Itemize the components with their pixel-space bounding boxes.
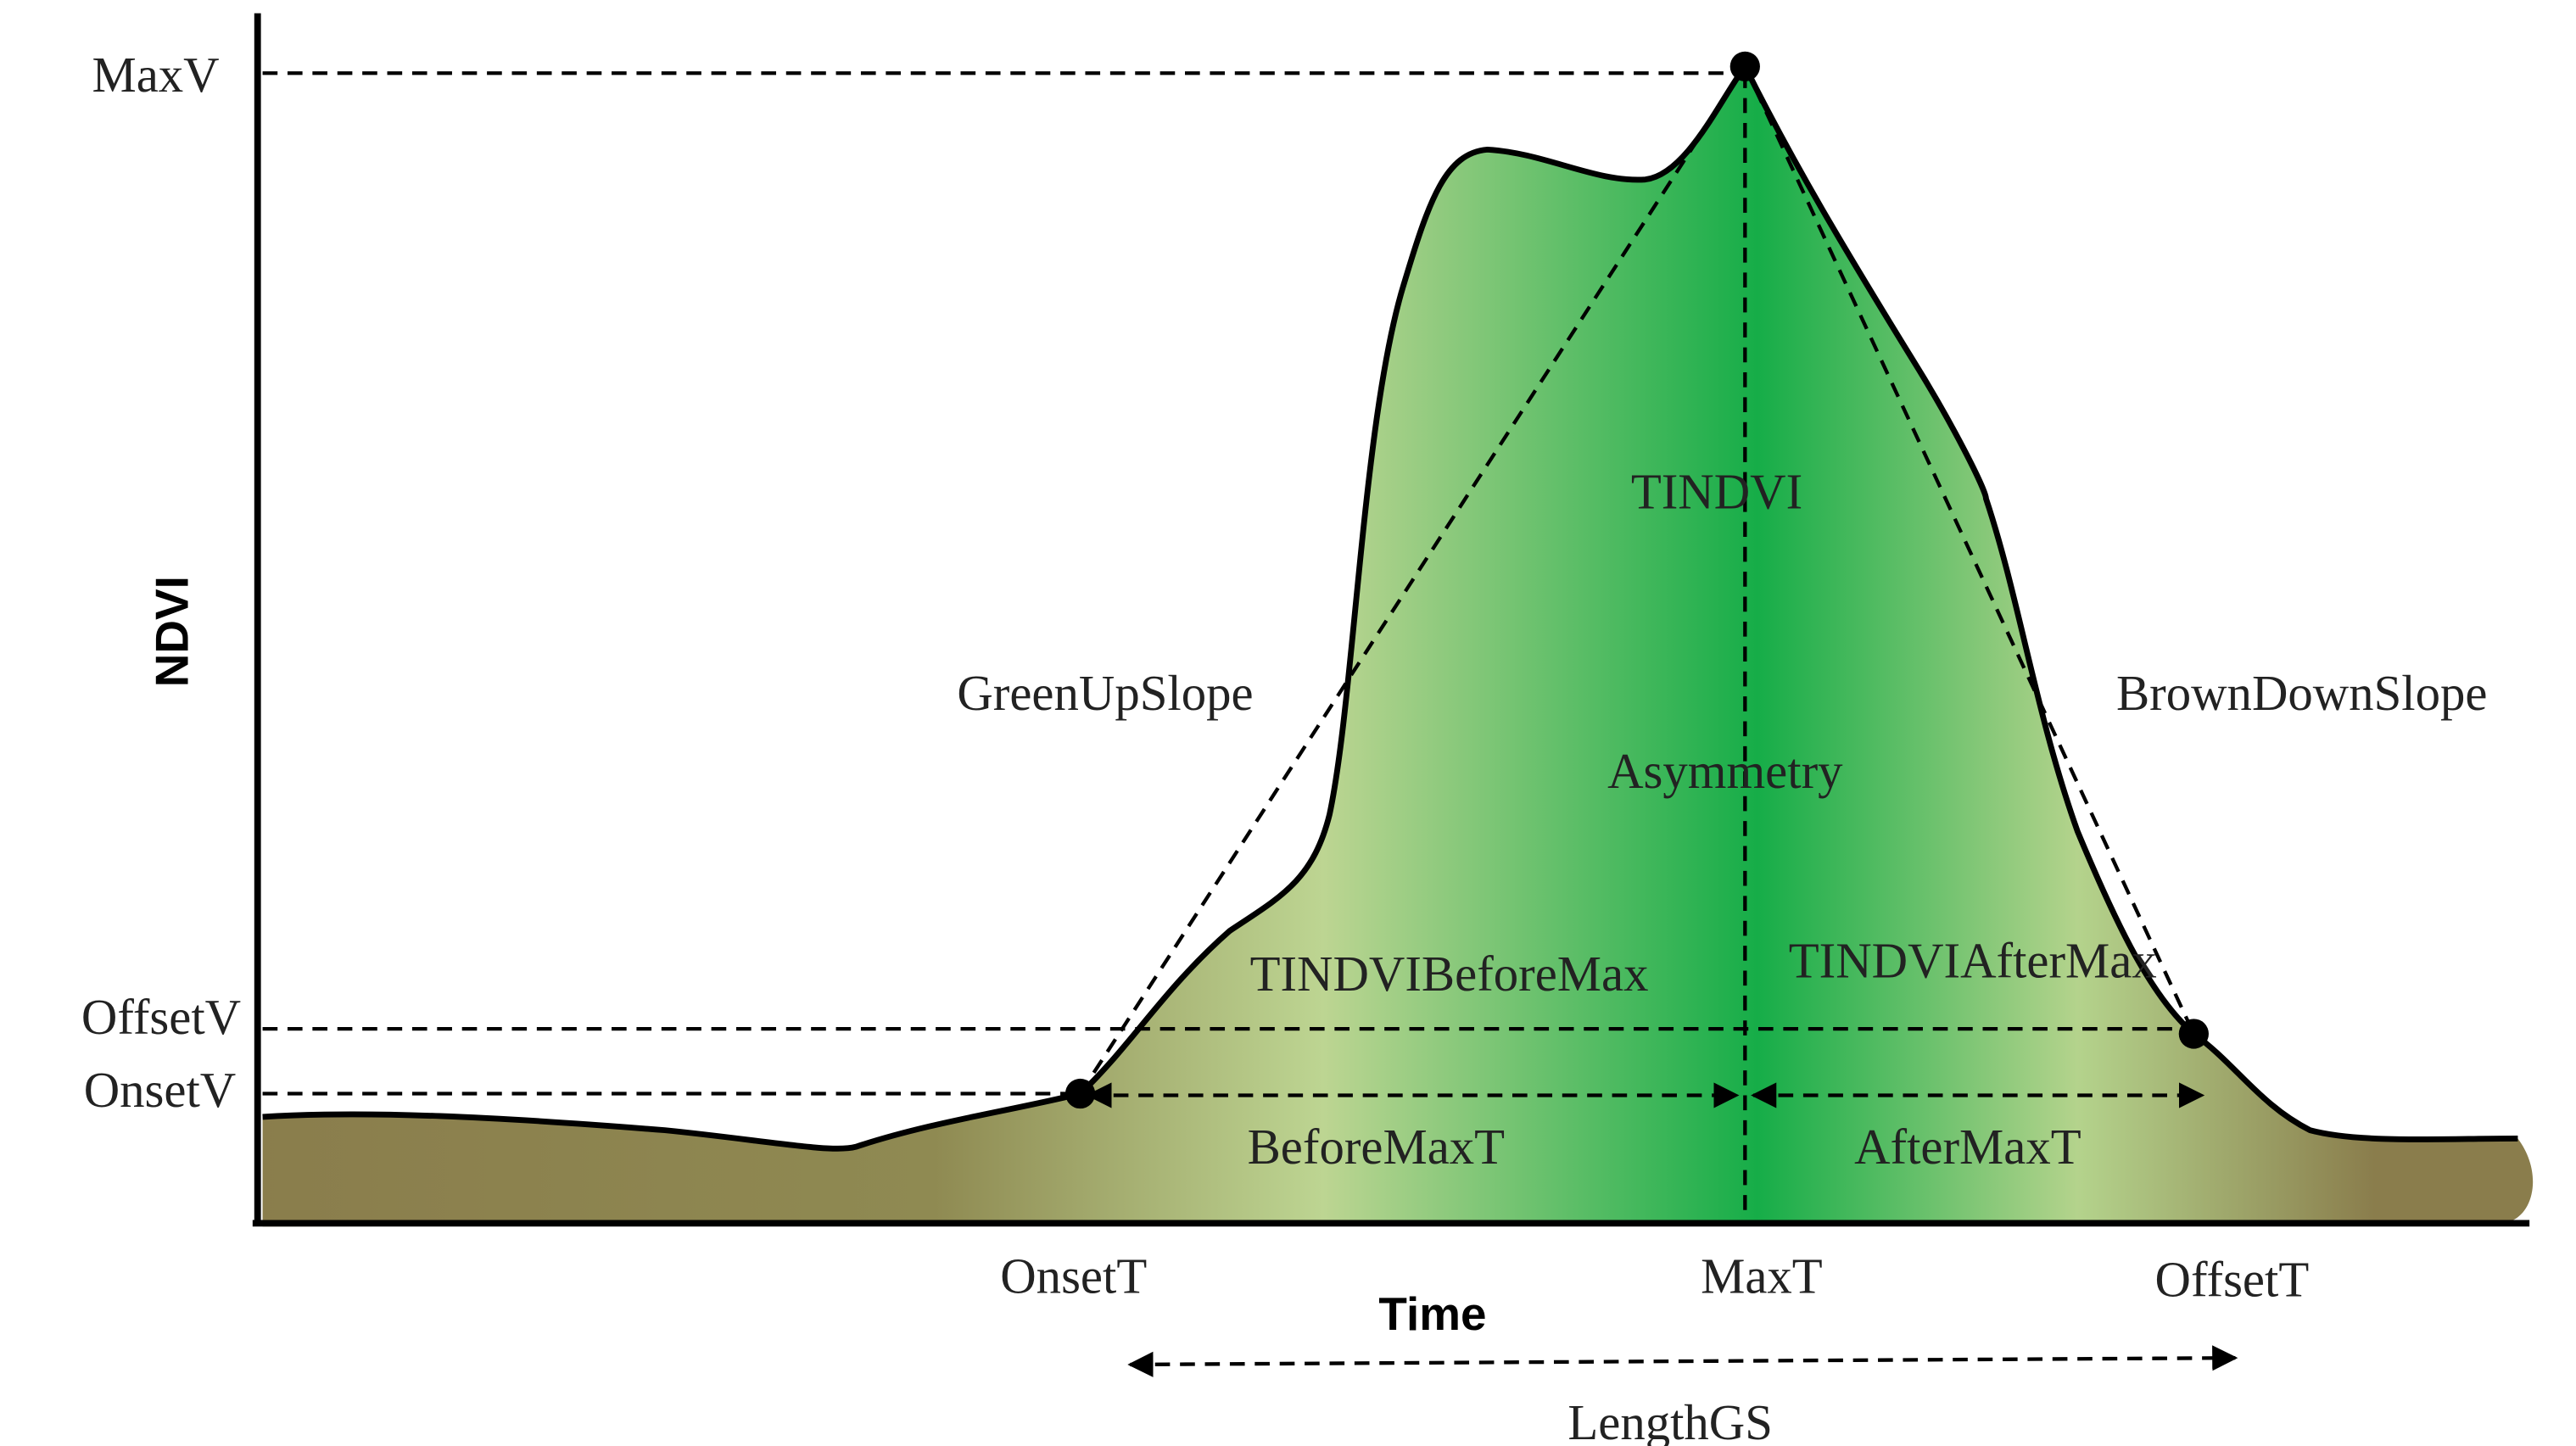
duration-label: BeforeMaxT (1248, 1119, 1505, 1175)
y-marker: OnsetV (84, 1063, 237, 1118)
max-point (1729, 51, 1760, 82)
ndvi-area (262, 66, 2534, 1227)
x-marker: OffsetT (2155, 1253, 2310, 1308)
browndown-slope-line (1743, 65, 2196, 1035)
x-marker: OnsetT (1000, 1249, 1147, 1304)
annotation: TINDVIBeforeMax (1250, 946, 1649, 1002)
x-marker: MaxT (1701, 1249, 1823, 1304)
annotation: Asymmetry (1607, 744, 1843, 799)
x-axis-label: Time (1378, 1287, 1486, 1340)
greenup-slope-line (1078, 65, 1747, 1095)
annotation: GreenUpSlope (957, 666, 1253, 721)
duration-label: AfterMaxT (1854, 1119, 2081, 1175)
annotation: BrownDownSlope (2116, 666, 2487, 721)
length-gs-arrow (1127, 1345, 2238, 1377)
annotation: TINDVI (1631, 465, 1802, 520)
y-axis-label: NDVI (145, 576, 198, 687)
offset-point (2178, 1019, 2209, 1049)
y-marker: MaxV (92, 47, 219, 103)
y-marker: OffsetV (81, 990, 241, 1045)
onset-point (1064, 1078, 1096, 1109)
annotation: TINDVIAfterMax (1789, 933, 2157, 988)
duration-label: LengthGS (1567, 1395, 1773, 1446)
ndvi-curve (262, 60, 2518, 1152)
